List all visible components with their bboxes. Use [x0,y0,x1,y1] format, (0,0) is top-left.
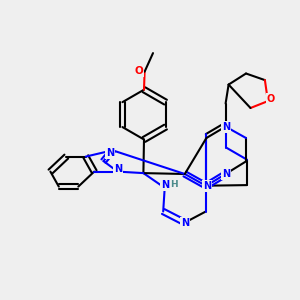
Text: N: N [161,180,169,190]
Text: N: N [202,181,211,191]
Text: N: N [222,169,230,179]
Text: O: O [267,94,275,104]
Text: H: H [170,180,178,189]
Text: N: N [114,164,122,174]
Text: N: N [181,218,189,228]
Text: O: O [134,66,143,76]
Text: N: N [106,148,114,158]
Text: N: N [222,122,230,132]
